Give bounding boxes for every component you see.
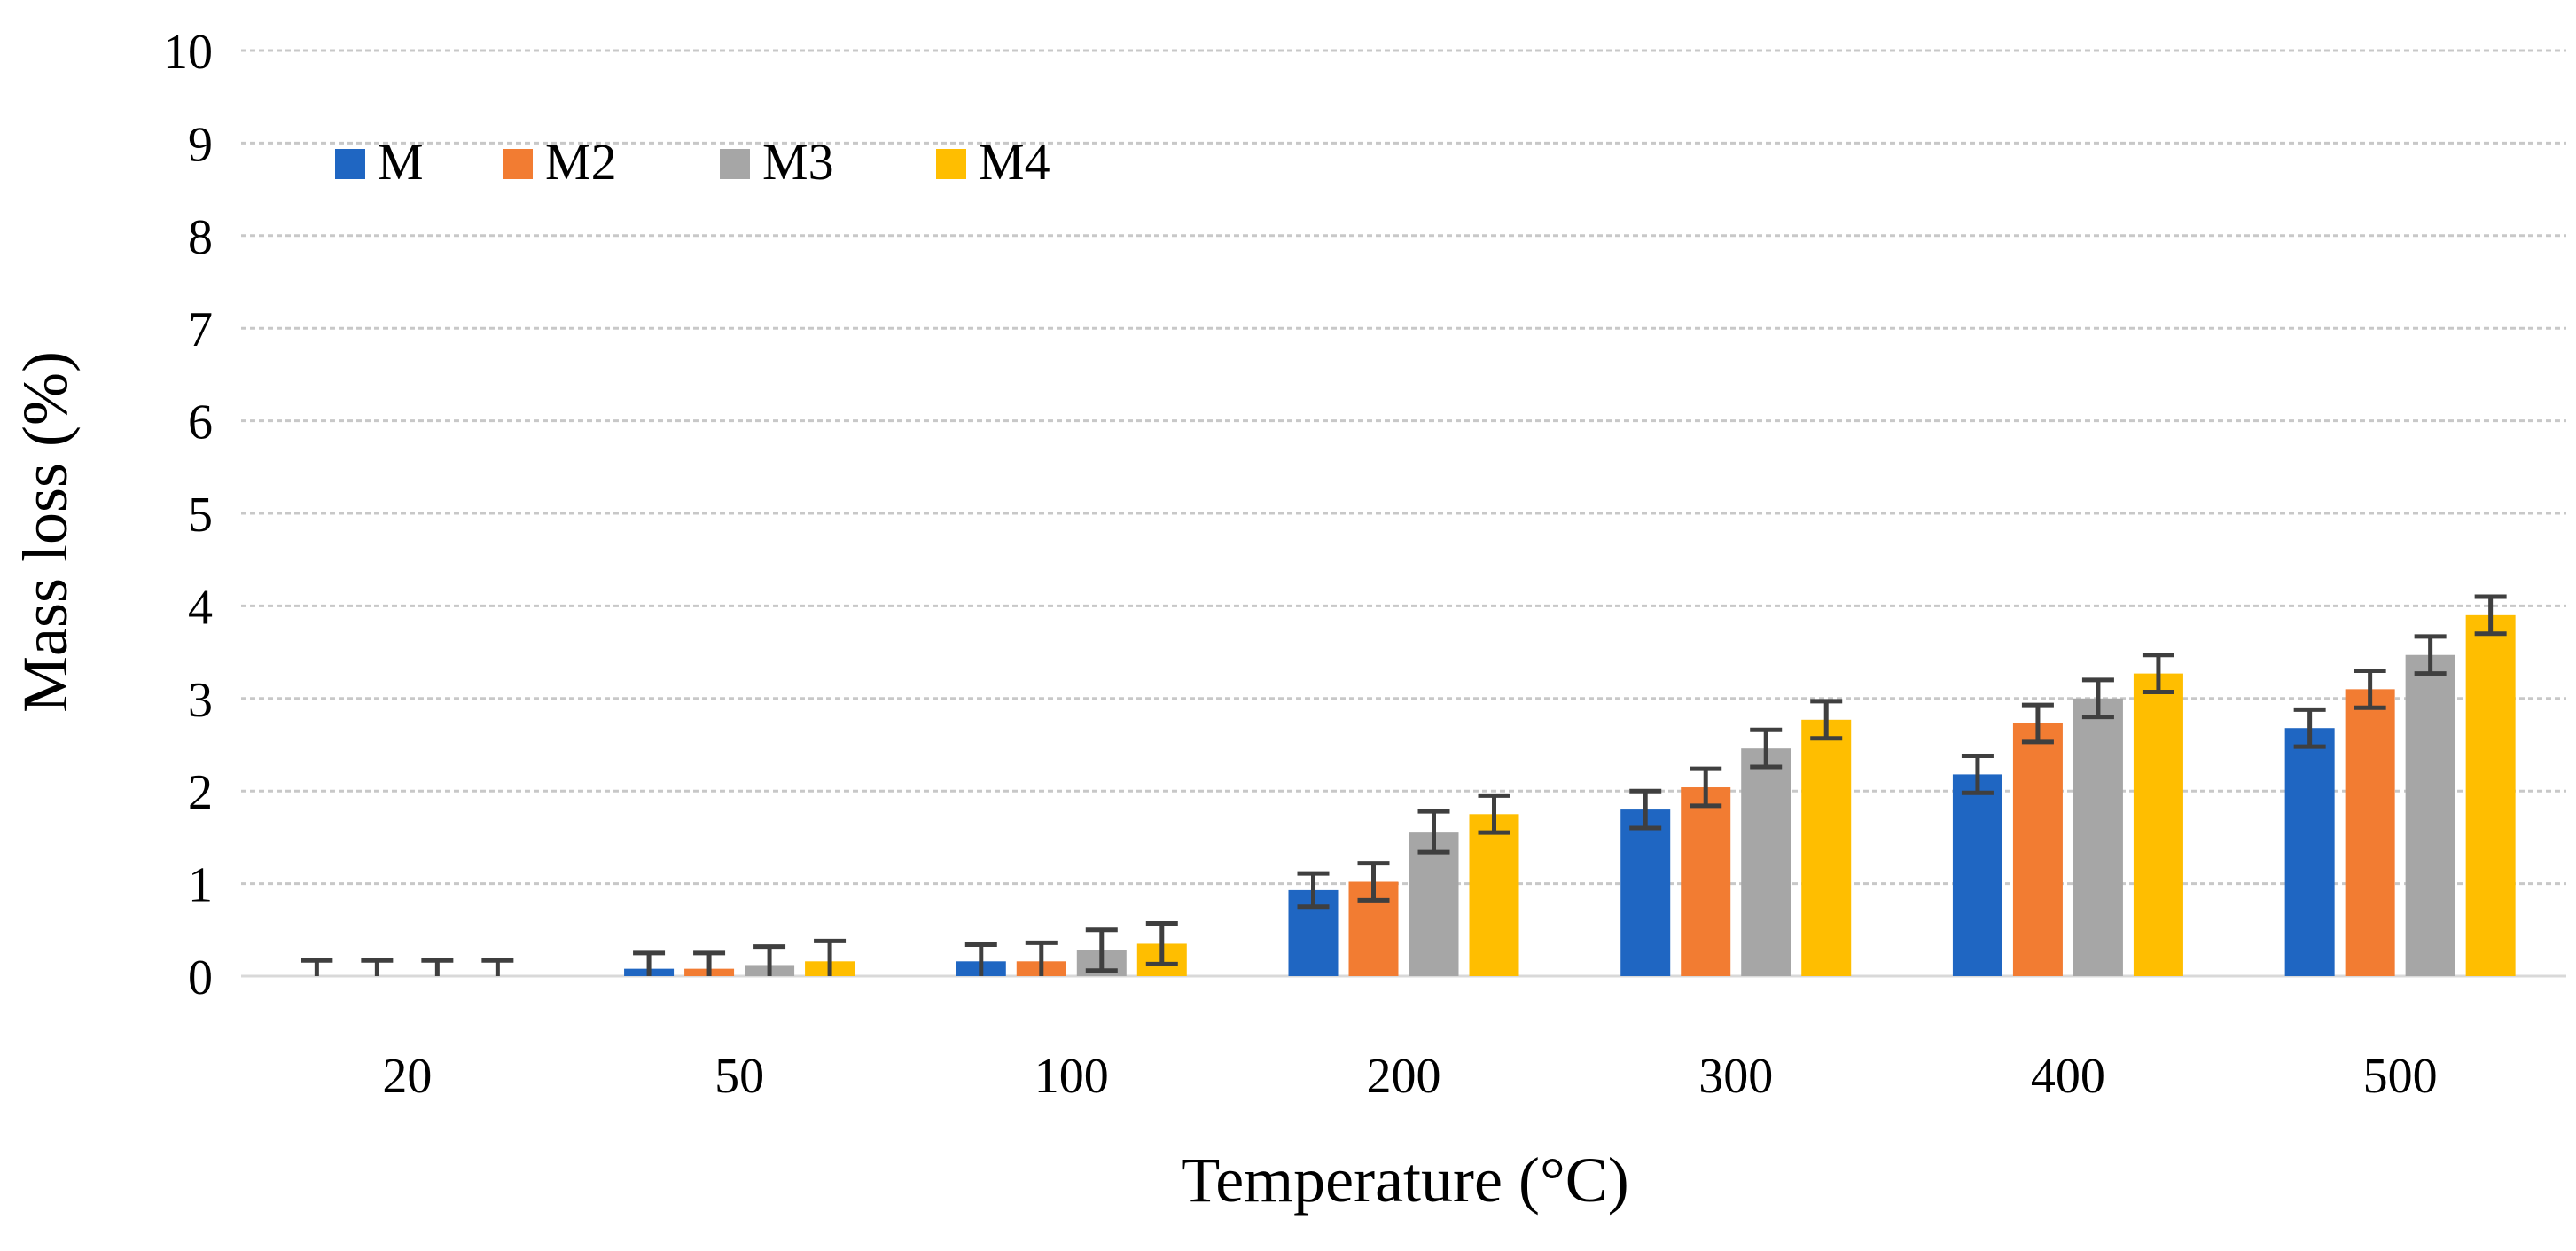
x-axis-ticks: 20 50 100 200 300 400 500 <box>382 1049 2437 1104</box>
legend-item-m2: M2 <box>503 133 617 191</box>
y-tick-label: 5 <box>188 488 213 543</box>
legend-swatch <box>503 149 533 179</box>
bar-m-400 <box>1952 774 2002 976</box>
error-bar-m-200 <box>1297 871 1330 910</box>
error-bar-m2-500 <box>2354 668 2386 710</box>
bar-m4-400 <box>2133 673 2183 976</box>
error-bar-m4-500 <box>2474 594 2507 637</box>
bar-m3-400 <box>2073 698 2123 976</box>
y-tick-label: 9 <box>188 117 213 172</box>
error-bar-m3-100 <box>1085 927 1118 973</box>
error-bar-m-20 <box>301 958 333 976</box>
error-bar-m4-50 <box>814 938 847 976</box>
y-tick-label: 2 <box>188 765 213 820</box>
bar-m-500 <box>2284 728 2335 976</box>
legend-label: M2 <box>545 133 617 191</box>
bar-m4-300 <box>1801 719 1852 976</box>
y-tick-label: 4 <box>188 580 213 635</box>
y-tick-label: 1 <box>188 858 213 913</box>
error-bar-m2-100 <box>1025 940 1058 976</box>
error-bar-m2-300 <box>1690 766 1722 809</box>
error-bar-m3-300 <box>1750 727 1783 770</box>
y-axis-ticks: 0 1 2 3 4 5 6 7 8 9 10 <box>163 25 213 1005</box>
x-tick-label: 200 <box>1367 1049 1441 1104</box>
x-tick-label: 300 <box>1698 1049 1773 1104</box>
x-tick-label: 400 <box>2031 1049 2105 1104</box>
error-bar-m4-20 <box>481 958 514 976</box>
bar-m4-500 <box>2465 614 2516 976</box>
legend-swatch <box>936 149 966 179</box>
x-tick-label: 100 <box>1034 1049 1109 1104</box>
error-bar-m4-400 <box>2142 653 2174 694</box>
error-bar-m3-500 <box>2414 634 2447 676</box>
legend-item-m4: M4 <box>936 133 1050 191</box>
legend-label: M4 <box>979 133 1050 191</box>
bar-m3-500 <box>2405 654 2455 976</box>
x-axis-title: Temperature (°C) <box>1181 1145 1629 1216</box>
legend-item-m3: M3 <box>720 133 834 191</box>
error-bar-m3-400 <box>2081 677 2114 720</box>
error-bar-m4-300 <box>1810 699 1843 741</box>
error-bar-m2-20 <box>361 958 394 976</box>
x-tick-label: 500 <box>2363 1049 2438 1104</box>
x-tick-label: 50 <box>714 1049 764 1104</box>
legend-label: M <box>378 133 424 191</box>
bar-m2-400 <box>2012 723 2063 976</box>
bar-m4-200 <box>1469 814 1519 976</box>
error-bar-m3-200 <box>1417 809 1450 855</box>
bar-m3-300 <box>1741 748 1791 976</box>
bar-m2-300 <box>1681 787 1731 976</box>
error-bar-m-50 <box>633 950 666 976</box>
error-bar-m3-50 <box>753 944 786 976</box>
legend: M M2 M3 M4 <box>335 133 1050 191</box>
legend-label: M3 <box>762 133 834 191</box>
y-tick-label: 10 <box>163 25 213 80</box>
legend-item-m: M <box>335 133 424 191</box>
y-tick-label: 8 <box>188 210 213 265</box>
error-bar-m4-100 <box>1145 920 1178 966</box>
bars <box>624 614 2516 976</box>
error-bar-m-100 <box>964 942 997 976</box>
error-bar-m-400 <box>1961 754 1994 795</box>
y-tick-label: 6 <box>188 395 213 450</box>
y-tick-label: 3 <box>188 673 213 728</box>
error-bar-m2-400 <box>2021 702 2054 745</box>
bar-m3-200 <box>1409 832 1459 976</box>
legend-swatch <box>335 149 365 179</box>
legend-swatch <box>720 149 750 179</box>
error-bar-m2-200 <box>1357 861 1390 903</box>
error-bar-m4-200 <box>1478 793 1510 835</box>
error-bar-m-500 <box>2293 707 2326 749</box>
bar-m2-500 <box>2345 689 2395 976</box>
error-bar-m2-50 <box>693 950 726 976</box>
x-tick-label: 20 <box>382 1049 432 1104</box>
y-tick-label: 0 <box>188 950 213 1005</box>
error-bar-m3-20 <box>421 958 454 976</box>
bar-m-300 <box>1620 809 1671 976</box>
y-tick-label: 7 <box>188 302 213 357</box>
y-axis-title: Mass loss (%) <box>10 351 81 713</box>
error-bars <box>301 594 2507 976</box>
error-bar-m-300 <box>1629 788 1662 831</box>
